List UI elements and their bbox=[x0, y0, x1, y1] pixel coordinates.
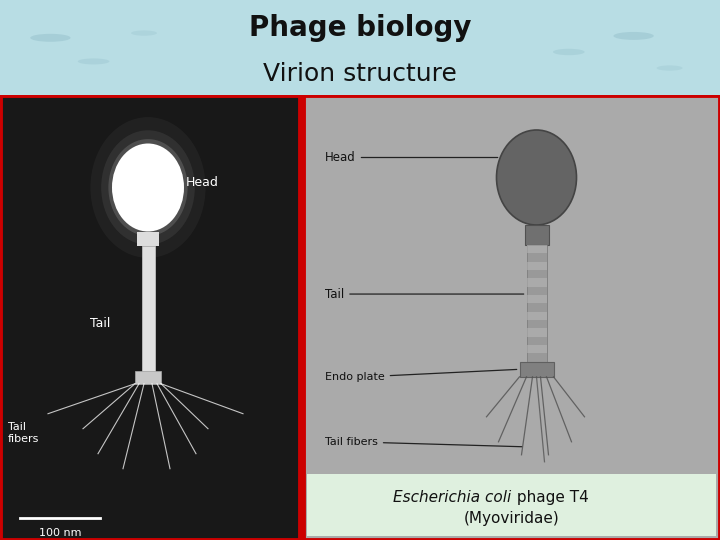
Text: (Myoviridae): (Myoviridae) bbox=[464, 511, 559, 526]
Bar bbox=[526, 345, 546, 354]
Text: Head: Head bbox=[325, 151, 498, 164]
Bar bbox=[524, 225, 549, 245]
Ellipse shape bbox=[553, 49, 585, 55]
Bar bbox=[526, 262, 546, 270]
Text: phage T4: phage T4 bbox=[511, 490, 588, 505]
Ellipse shape bbox=[131, 30, 157, 36]
Text: Virion structure: Virion structure bbox=[263, 62, 457, 86]
Bar bbox=[526, 328, 546, 337]
Ellipse shape bbox=[30, 34, 71, 42]
Bar bbox=[520, 362, 554, 377]
Bar bbox=[307, 474, 716, 536]
Text: Endo plate: Endo plate bbox=[325, 369, 517, 382]
Ellipse shape bbox=[102, 130, 195, 245]
Text: Tail: Tail bbox=[90, 316, 110, 329]
Ellipse shape bbox=[497, 130, 577, 225]
Text: 100 nm: 100 nm bbox=[39, 528, 81, 538]
Bar bbox=[142, 246, 155, 370]
Ellipse shape bbox=[112, 144, 184, 232]
Ellipse shape bbox=[109, 139, 188, 236]
Bar bbox=[526, 279, 546, 287]
Text: Tail
fibers: Tail fibers bbox=[8, 422, 40, 444]
Text: Head: Head bbox=[186, 176, 219, 189]
Bar bbox=[135, 370, 161, 384]
Bar bbox=[526, 312, 546, 320]
Bar bbox=[526, 245, 546, 362]
Bar bbox=[526, 245, 546, 253]
Bar bbox=[0, 94, 300, 540]
Ellipse shape bbox=[613, 32, 654, 40]
Text: Phage biology: Phage biology bbox=[248, 15, 472, 42]
Text: Tail fibers: Tail fibers bbox=[325, 437, 522, 447]
Bar bbox=[526, 295, 546, 303]
Ellipse shape bbox=[78, 58, 109, 64]
Text: Escherichia coli: Escherichia coli bbox=[393, 490, 511, 505]
Text: Tail: Tail bbox=[325, 288, 523, 301]
Bar bbox=[303, 94, 720, 540]
Bar bbox=[137, 232, 159, 246]
Ellipse shape bbox=[657, 65, 683, 71]
